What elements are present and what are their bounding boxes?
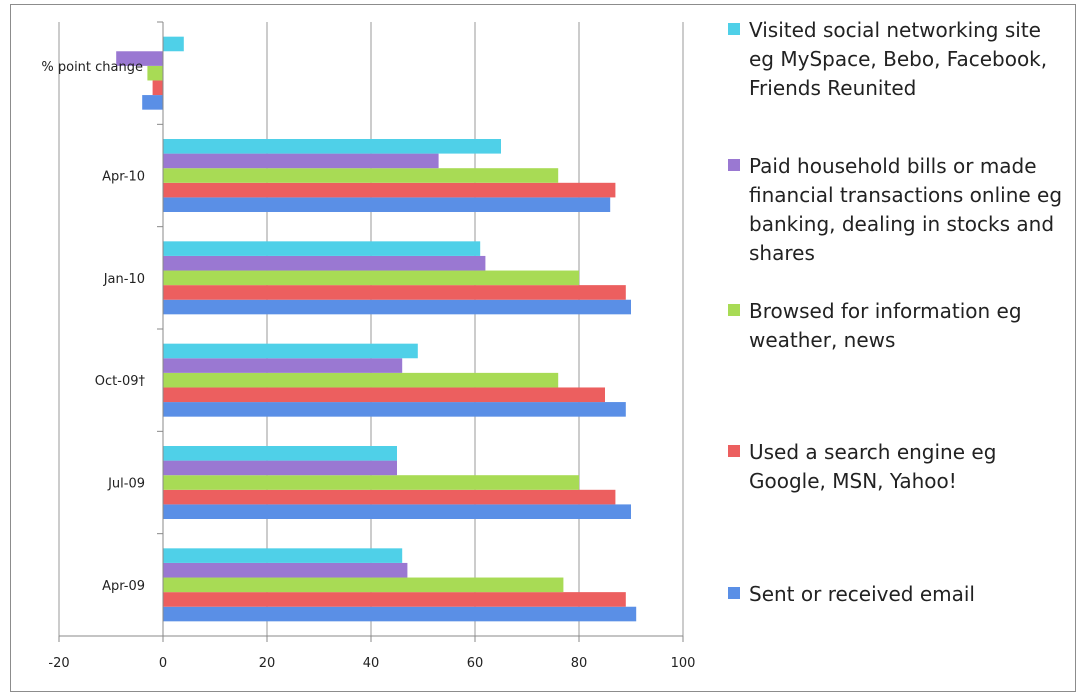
legend-label: Browsed for information eg weather, news (749, 299, 1022, 352)
bar (152, 80, 163, 96)
bar (163, 606, 637, 622)
legend-label: Used a search engine eg Google, MSN, Yah… (749, 440, 997, 493)
y-category-label: Apr-10 (102, 170, 145, 185)
bar (142, 95, 163, 110)
bar (163, 153, 439, 169)
bar (163, 255, 486, 271)
legend-item: Used a search engine eg Google, MSN, Yah… (728, 438, 1067, 496)
bar (163, 475, 579, 490)
legend-swatch (728, 445, 740, 457)
bar (163, 36, 184, 52)
x-tick-label: 60 (467, 656, 484, 671)
y-category-label: % point change (41, 60, 143, 75)
x-tick-label: 0 (159, 656, 167, 671)
bar (163, 285, 626, 300)
bar (163, 343, 418, 359)
bar (163, 387, 605, 403)
bar (163, 372, 559, 388)
y-category-label: Apr-09 (102, 579, 145, 594)
bar (163, 182, 616, 198)
bars (116, 36, 637, 622)
x-tick-label: 100 (671, 656, 696, 671)
legend-label: Visited social networking site eg MySpac… (749, 18, 1048, 100)
bar (163, 592, 626, 607)
bar (163, 139, 501, 154)
bar (163, 197, 611, 212)
legend-item: Sent or received email (728, 580, 1067, 609)
bar (163, 446, 397, 461)
bar (163, 299, 631, 315)
y-category-label: Jul-09 (107, 477, 145, 492)
bar (147, 65, 163, 81)
axis-labels: -20 0 20 40 60 80 100 Apr-09 Jul-09 Oct-09† Jan-10… (41, 60, 695, 671)
bar (163, 270, 579, 286)
legend-item: Paid household bills or made financial t… (728, 152, 1067, 268)
bar (163, 577, 564, 593)
bar (163, 489, 616, 505)
legend-swatch (728, 587, 740, 599)
x-tick-label: 80 (571, 656, 588, 671)
x-tick-label: 20 (259, 656, 276, 671)
legend-swatch (728, 304, 740, 316)
legend-item: Browsed for information eg weather, news (728, 297, 1067, 355)
legend-item: Visited social networking site eg MySpac… (728, 16, 1067, 103)
legend-swatch (728, 23, 740, 35)
y-category-label: Jan-10 (103, 272, 145, 287)
bar (163, 504, 631, 519)
legend-label: Sent or received email (749, 582, 975, 606)
bar (163, 402, 626, 417)
bar (163, 168, 559, 183)
legend-label: Paid household bills or made financial t… (749, 154, 1063, 265)
bar (163, 562, 408, 578)
legend: Visited social networking site eg MySpac… (728, 0, 1068, 696)
grid-lines (58, 22, 684, 636)
bar (163, 241, 481, 256)
legend-swatch (728, 159, 740, 171)
x-tick-label: 40 (363, 656, 380, 671)
y-category-label: Oct-09† (95, 374, 146, 389)
bar (163, 358, 403, 373)
x-tick-label: -20 (48, 656, 69, 671)
bar (163, 548, 403, 563)
bar (116, 51, 163, 66)
bar (163, 460, 397, 476)
axes (58, 21, 684, 642)
